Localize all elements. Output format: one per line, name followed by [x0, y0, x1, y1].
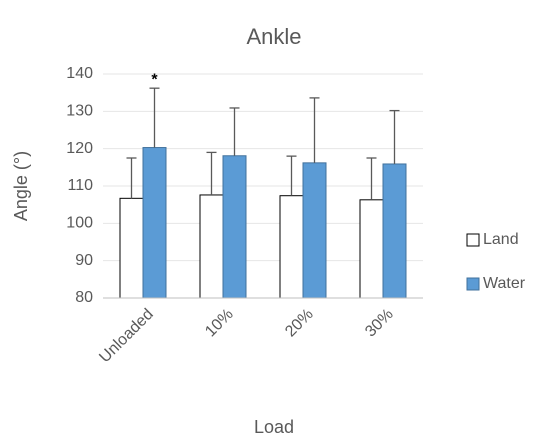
legend-label: Water — [483, 275, 526, 292]
legend-label: Land — [483, 231, 519, 248]
bar — [222, 155, 247, 299]
legend-swatch — [466, 277, 480, 291]
bar — [359, 199, 384, 299]
chart-title: Ankle — [246, 24, 301, 49]
y-tick-label: 90 — [75, 252, 93, 269]
x-tick-label: 10% — [202, 306, 237, 341]
bar — [199, 194, 224, 299]
bar — [302, 162, 327, 299]
legend-swatch — [466, 233, 480, 247]
y-tick-label: 120 — [66, 140, 93, 157]
y-axis-label: Angle (°) — [11, 151, 31, 221]
y-tick-label: 140 — [66, 65, 93, 82]
x-axis-label: Load — [254, 417, 294, 437]
bar — [142, 147, 167, 299]
x-tick-label: Unloaded — [96, 306, 156, 366]
bar — [382, 163, 407, 299]
bar — [279, 195, 304, 299]
x-tick-label: 30% — [362, 306, 397, 341]
bar — [119, 197, 144, 299]
y-tick-label: 110 — [67, 177, 93, 194]
annotation: * — [151, 71, 158, 88]
y-tick-label: 130 — [66, 103, 93, 120]
x-tick-label: 20% — [282, 306, 317, 341]
y-tick-label: 80 — [75, 289, 93, 306]
y-tick-label: 100 — [66, 215, 93, 232]
